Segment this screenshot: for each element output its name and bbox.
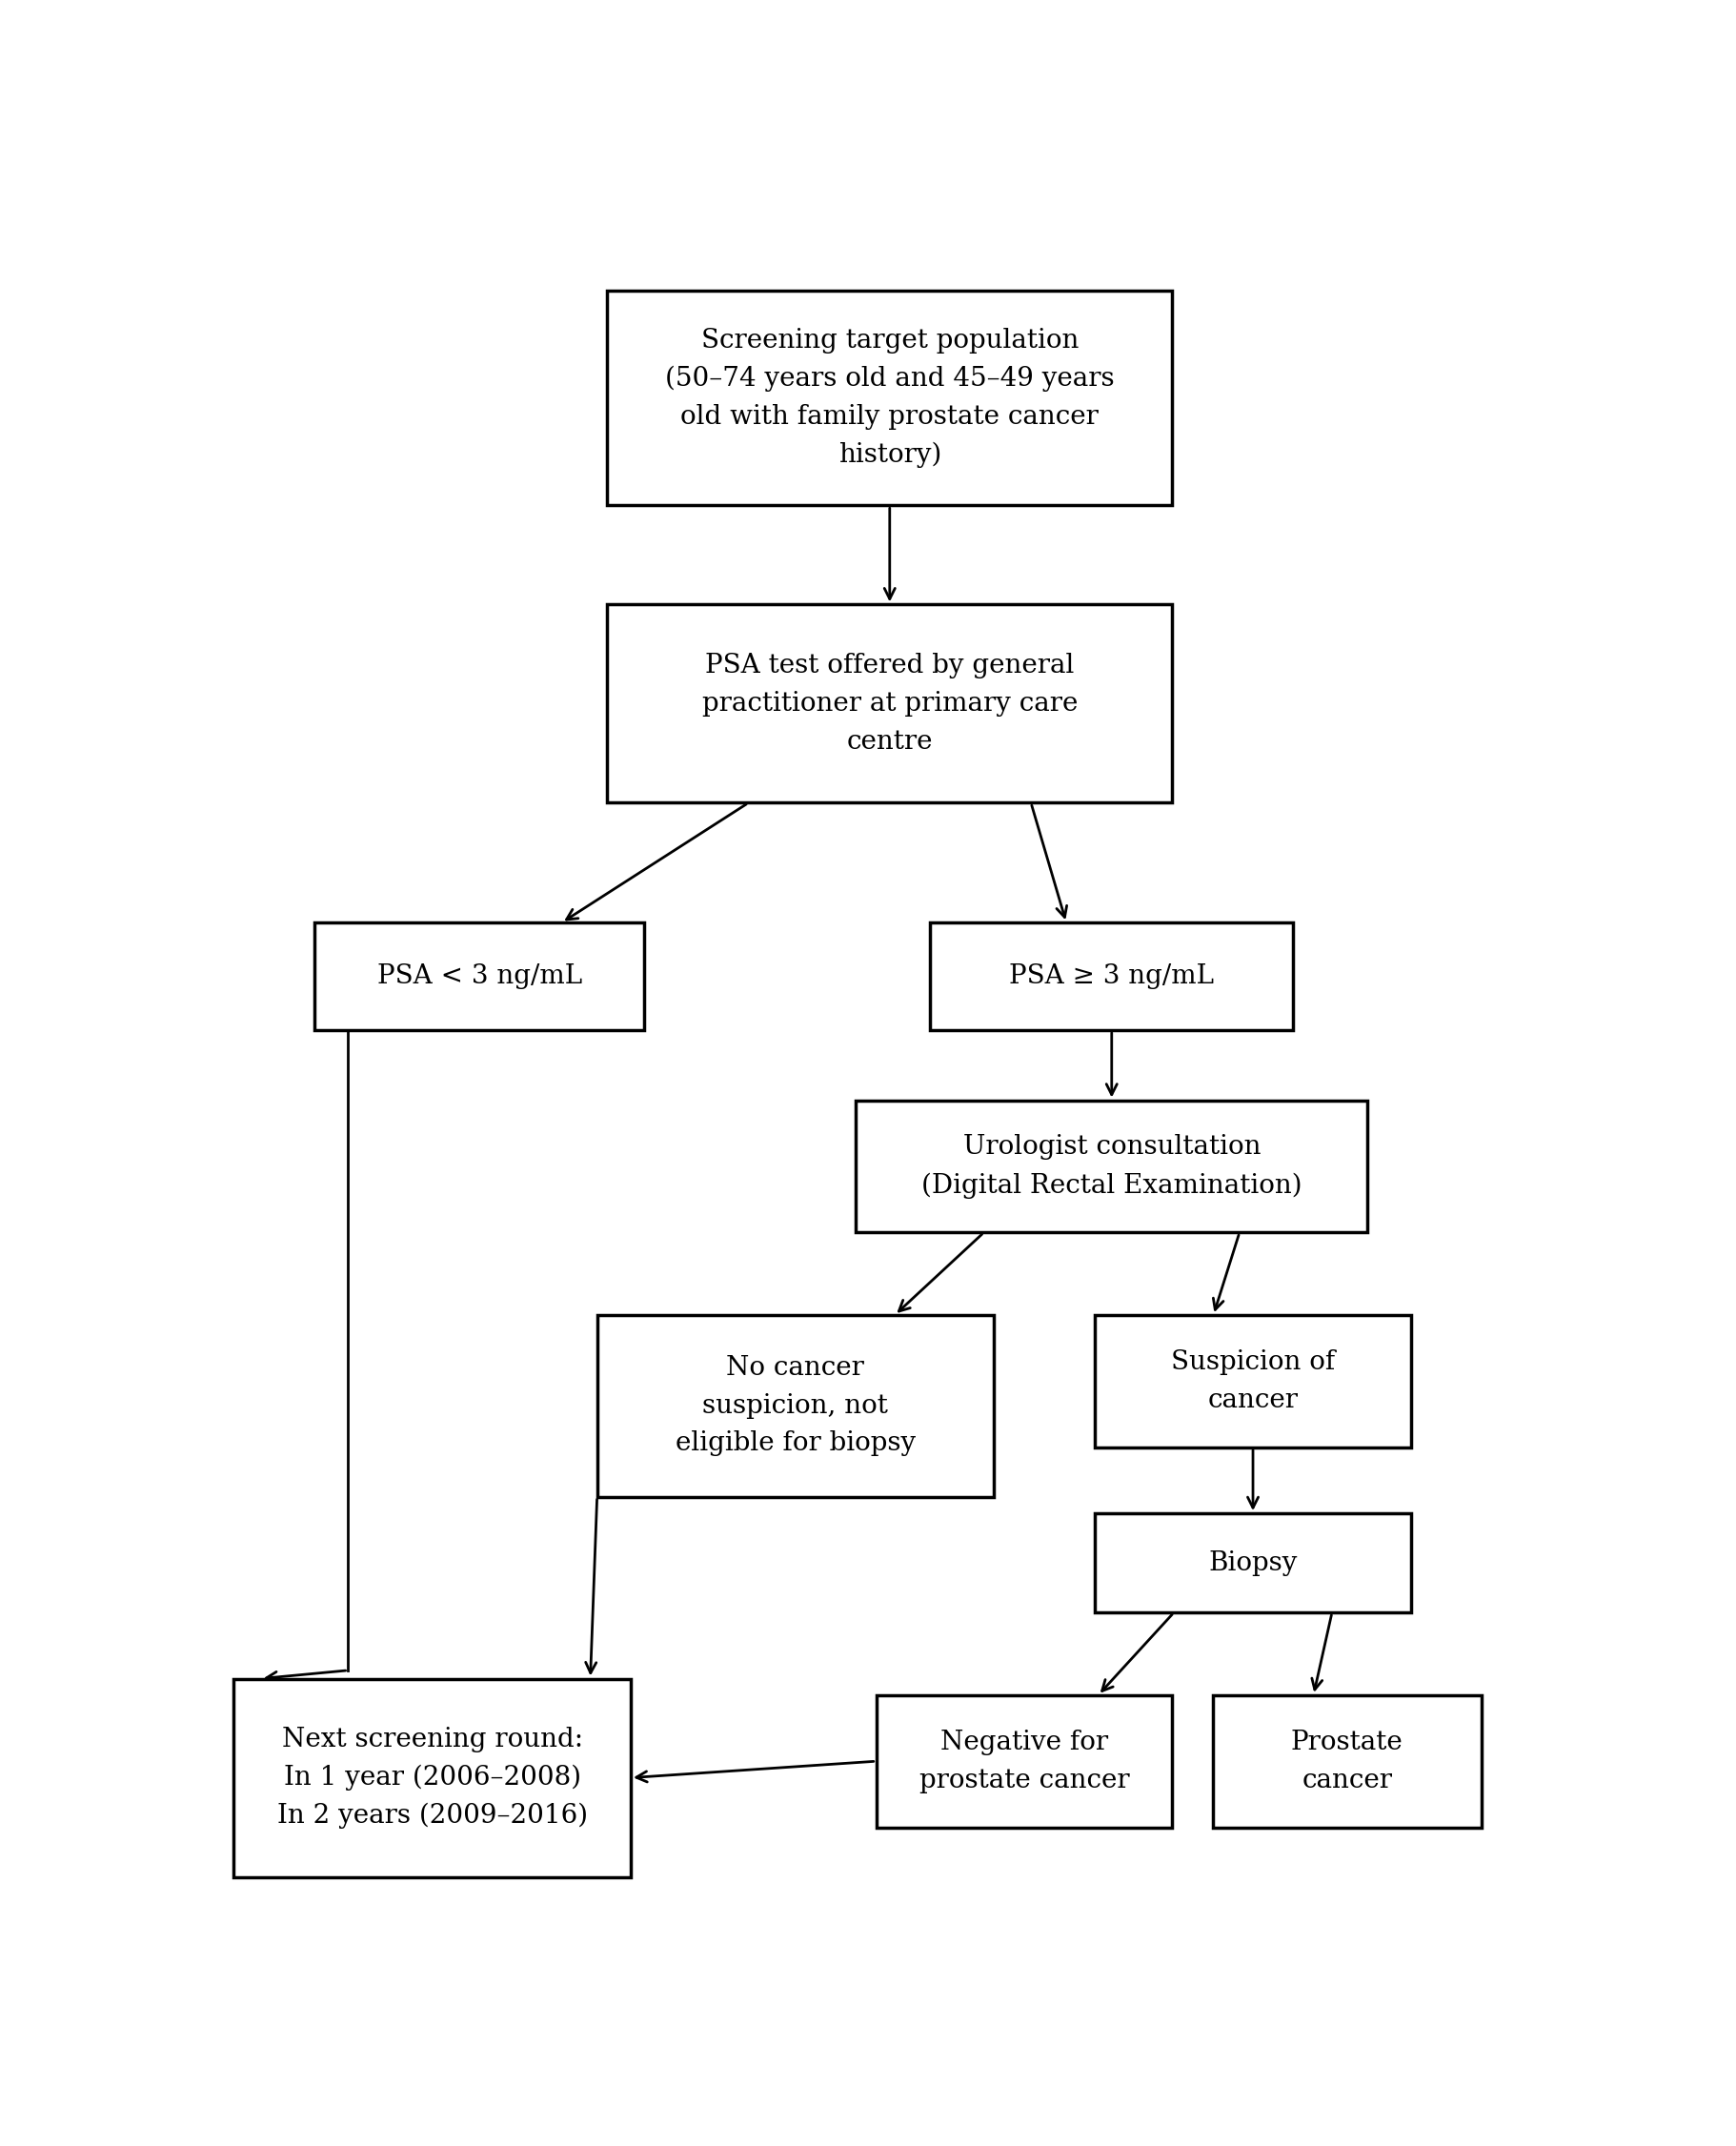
Bar (597, 1315, 995, 1498)
Text: PSA test offered by general
practitioner at primary care
centre: PSA test offered by general practitioner… (701, 652, 1078, 753)
Bar (856, 1101, 1368, 1232)
Bar (234, 1678, 630, 1878)
Bar (877, 1695, 1172, 1828)
Text: No cancer
suspicion, not
eligible for biopsy: No cancer suspicion, not eligible for bi… (675, 1356, 915, 1457)
Text: Next screening round:
In 1 year (2006–2008)
In 2 years (2009–2016): Next screening round: In 1 year (2006–20… (278, 1728, 587, 1828)
Text: Suspicion of
cancer: Suspicion of cancer (1170, 1350, 1335, 1412)
Text: Prostate
cancer: Prostate cancer (1292, 1730, 1403, 1792)
Bar (608, 290, 1172, 504)
Text: Screening target population
(50–74 years old and 45–49 years
old with family pro: Screening target population (50–74 years… (665, 328, 1115, 468)
Bar (1095, 1513, 1411, 1612)
Text: PSA ≥ 3 ng/mL: PSA ≥ 3 ng/mL (1009, 964, 1213, 989)
Bar (1095, 1315, 1411, 1446)
Bar (608, 605, 1172, 803)
Text: PSA < 3 ng/mL: PSA < 3 ng/mL (377, 964, 582, 989)
Text: Urologist consultation
(Digital Rectal Examination): Urologist consultation (Digital Rectal E… (922, 1135, 1302, 1197)
Text: Negative for
prostate cancer: Negative for prostate cancer (918, 1730, 1130, 1792)
Bar (930, 923, 1293, 1030)
Text: Biopsy: Biopsy (1208, 1549, 1297, 1575)
Bar (1212, 1695, 1481, 1828)
Bar (314, 923, 644, 1030)
